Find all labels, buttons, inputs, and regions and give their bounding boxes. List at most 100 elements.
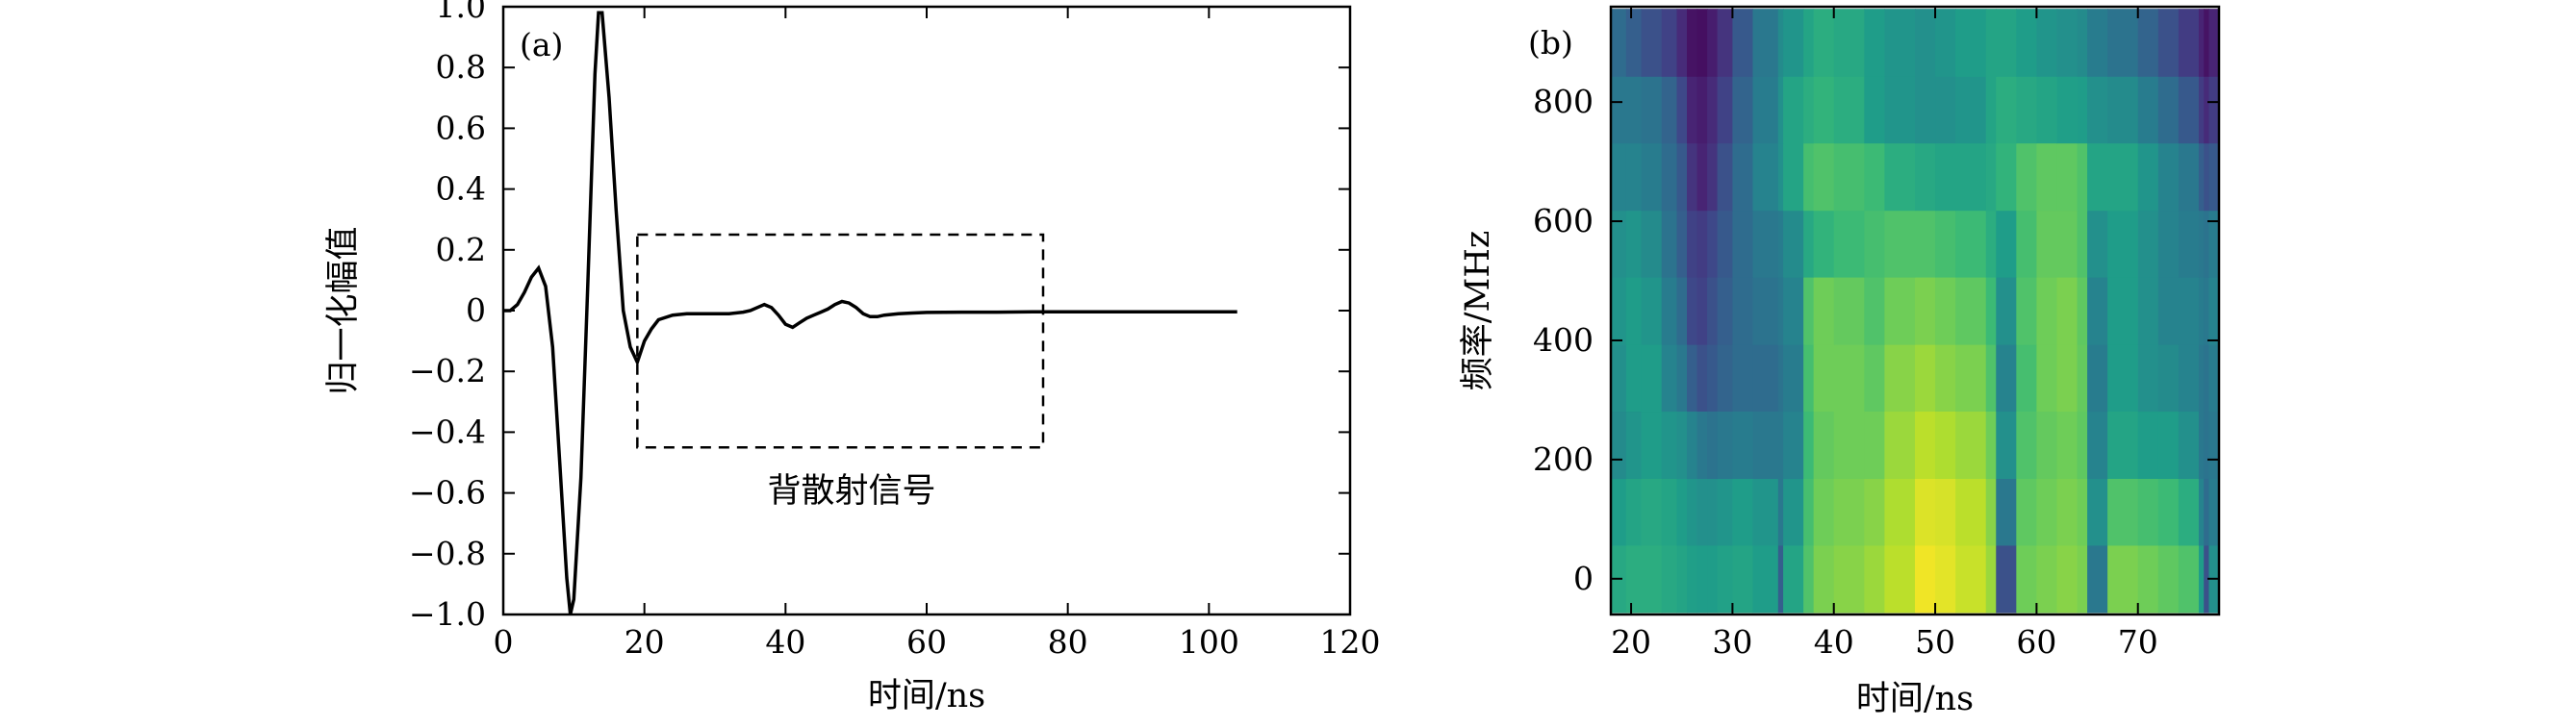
- heatmap-cell: [2087, 544, 2108, 614]
- heatmap-cell: [1833, 209, 1865, 278]
- heatmap-cell: [2178, 9, 2200, 77]
- heatmap-cell: [1611, 9, 1627, 77]
- heatmap-cell: [2077, 142, 2088, 212]
- heatmap-cell: [2137, 142, 2159, 212]
- heatmap-cell: [2204, 544, 2210, 614]
- panel-a-y-axis-label: 归一化幅值: [324, 226, 363, 394]
- heatmap-cell: [2107, 75, 2139, 144]
- heatmap-cell: [1803, 142, 1815, 212]
- heatmap-cell: [1833, 477, 1865, 546]
- y-tick-label: 200: [1533, 440, 1594, 478]
- heatmap-cell: [1813, 75, 1835, 144]
- heatmap-cell: [1813, 477, 1835, 546]
- panel-b-plot-frame: [1609, 5, 2221, 616]
- y-tick-label: 800: [1533, 83, 1594, 120]
- heatmap-cell: [1833, 411, 1865, 480]
- heatmap-cell: [2056, 9, 2079, 77]
- heatmap-cell: [1732, 209, 1754, 278]
- heatmap-cell: [1717, 276, 1733, 345]
- heatmap-cell: [1676, 209, 1688, 278]
- heatmap-cell: [1687, 9, 1698, 77]
- heatmap-cell: [2204, 9, 2210, 77]
- heatmap-cell: [1783, 343, 1804, 413]
- heatmap-cell: [1777, 276, 1784, 345]
- heatmap-cell: [1955, 411, 1987, 480]
- heatmap-cell: [1935, 343, 1956, 413]
- heatmap-cell: [1625, 9, 1643, 77]
- heatmap-cell: [2056, 209, 2079, 278]
- heatmap-cell: [1707, 343, 1719, 413]
- heatmap-cell: [1864, 544, 1885, 614]
- heatmap-cell: [2157, 9, 2180, 77]
- x-tick-label: 40: [1814, 623, 1854, 661]
- heatmap-cell: [2137, 343, 2159, 413]
- heatmap-cell: [2077, 544, 2088, 614]
- heatmap-cell: [1884, 343, 1916, 413]
- heatmap-cell: [2036, 477, 2058, 546]
- x-tick-label: 40: [765, 623, 805, 661]
- heatmap-cell: [1833, 75, 1865, 144]
- heatmap-cell: [1641, 276, 1663, 345]
- heatmap-cell: [2137, 9, 2159, 77]
- heatmap-cell: [1625, 209, 1643, 278]
- heatmap-cell: [1641, 477, 1663, 546]
- heatmap-cell: [1955, 343, 1987, 413]
- heatmap-cell: [1752, 209, 1779, 278]
- heatmap-cell: [2178, 343, 2200, 413]
- heatmap-cell: [1833, 9, 1865, 77]
- heatmap-cell: [2208, 411, 2220, 480]
- heatmap-cell: [2208, 343, 2220, 413]
- heatmap-cell: [2056, 142, 2079, 212]
- heatmap-cell: [2204, 142, 2210, 212]
- heatmap-cell: [1676, 343, 1688, 413]
- heatmap-cell: [2036, 142, 2058, 212]
- heatmap-cell: [1641, 75, 1663, 144]
- heatmap-cell: [1661, 9, 1678, 77]
- heatmap-cell: [2204, 75, 2210, 144]
- heatmap-cell: [1955, 209, 1987, 278]
- heatmap-cell: [2208, 142, 2220, 212]
- heatmap-cell: [1752, 544, 1779, 614]
- heatmap-cell: [1732, 142, 1754, 212]
- heatmap-cell: [1813, 9, 1835, 77]
- y-tick-label: 1.0: [436, 0, 486, 25]
- heatmap-cell: [1611, 75, 1627, 144]
- heatmap-cell: [2204, 276, 2210, 345]
- heatmap-cell: [1696, 411, 1708, 480]
- heatmap-cell: [2016, 276, 2037, 345]
- heatmap-cell: [1783, 276, 1804, 345]
- heatmap-cell: [2077, 9, 2088, 77]
- heatmap-cell: [1915, 276, 1936, 345]
- heatmap-cell: [1813, 544, 1835, 614]
- heatmap-cell: [1996, 75, 2017, 144]
- heatmap-cell: [1864, 343, 1885, 413]
- heatmap-cell: [2157, 276, 2180, 345]
- heatmap-cell: [2016, 209, 2037, 278]
- heatmap-cell: [1915, 142, 1936, 212]
- heatmap-cell: [2137, 209, 2159, 278]
- heatmap-cell: [1687, 75, 1698, 144]
- heatmap-cell: [2198, 9, 2205, 77]
- heatmap-cell: [1777, 477, 1784, 546]
- heatmap-cell: [1717, 9, 1733, 77]
- heatmap-cell: [1935, 411, 1956, 480]
- x-tick-label: 20: [1611, 623, 1651, 661]
- heatmap-cell: [2107, 276, 2139, 345]
- heatmap-cell: [1676, 477, 1688, 546]
- heatmap-cell: [2204, 343, 2210, 413]
- heatmap-cell: [1687, 209, 1698, 278]
- heatmap-cell: [2036, 544, 2058, 614]
- heatmap-cell: [1813, 411, 1835, 480]
- heatmap-cell: [2016, 477, 2037, 546]
- heatmap-cell: [1611, 209, 1627, 278]
- heatmap-cell: [1717, 477, 1733, 546]
- heatmap-cell: [1955, 544, 1987, 614]
- heatmap-cell: [1783, 75, 1804, 144]
- y-tick-label: 0: [1573, 560, 1594, 597]
- heatmap-cell: [1864, 142, 1885, 212]
- heatmap-cell: [1707, 411, 1719, 480]
- heatmap-cell: [1611, 411, 1627, 480]
- heatmap-cell: [1884, 276, 1916, 345]
- heatmap-cell: [1833, 142, 1865, 212]
